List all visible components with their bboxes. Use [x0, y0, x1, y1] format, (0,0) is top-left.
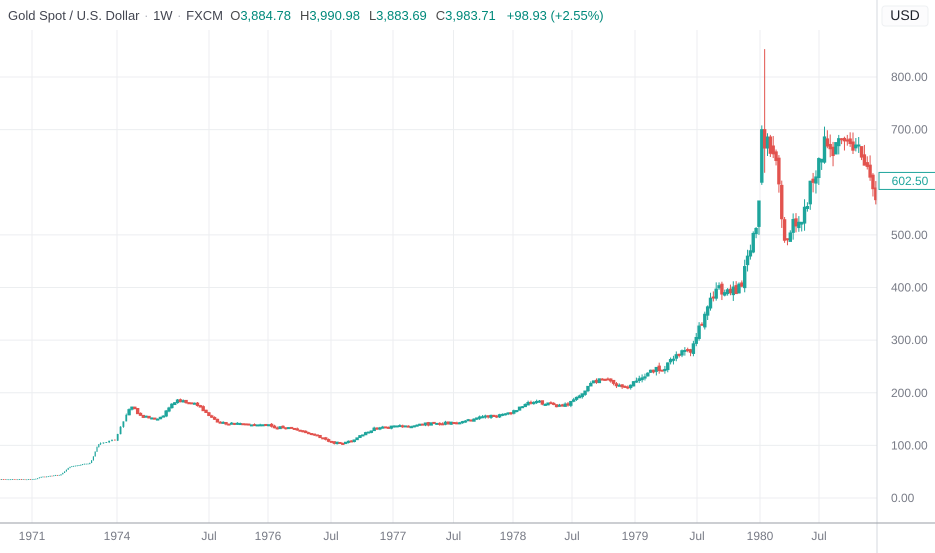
svg-text:Jul: Jul: [811, 529, 826, 543]
svg-text:Jul: Jul: [323, 529, 338, 543]
svg-text:500.00: 500.00: [891, 228, 928, 242]
svg-text:1980: 1980: [747, 529, 774, 543]
svg-text:1974: 1974: [104, 529, 131, 543]
svg-text:1979: 1979: [622, 529, 649, 543]
svg-text:602.50: 602.50: [892, 174, 929, 188]
svg-text:1977: 1977: [380, 529, 407, 543]
svg-text:300.00: 300.00: [891, 333, 928, 347]
svg-text:0.00: 0.00: [891, 491, 915, 505]
svg-text:700.00: 700.00: [891, 123, 928, 137]
svg-text:Jul: Jul: [446, 529, 461, 543]
svg-text:800.00: 800.00: [891, 70, 928, 84]
svg-text:Jul: Jul: [689, 529, 704, 543]
svg-text:Jul: Jul: [201, 529, 216, 543]
svg-text:1978: 1978: [500, 529, 527, 543]
svg-text:200.00: 200.00: [891, 386, 928, 400]
svg-text:100.00: 100.00: [891, 438, 928, 452]
svg-text:400.00: 400.00: [891, 281, 928, 295]
svg-text:1971: 1971: [19, 529, 46, 543]
svg-text:Jul: Jul: [564, 529, 579, 543]
svg-text:1976: 1976: [255, 529, 282, 543]
svg-text:USD: USD: [890, 7, 920, 23]
